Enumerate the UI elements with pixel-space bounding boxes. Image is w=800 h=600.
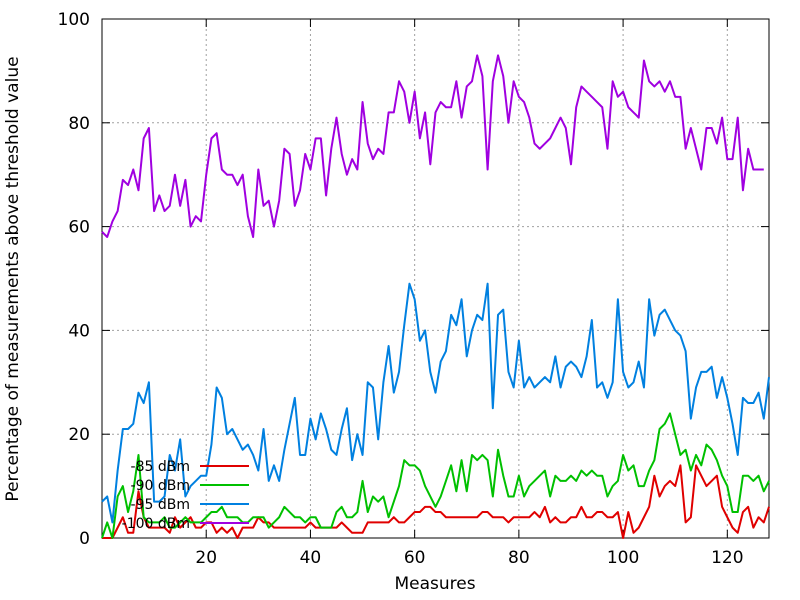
series-line bbox=[102, 464, 770, 539]
legend-label: -95 dBm bbox=[131, 497, 190, 513]
series-line bbox=[101, 412, 770, 539]
x-tick-label: 80 bbox=[508, 548, 530, 568]
series-line bbox=[101, 54, 764, 238]
x-tick-label: 20 bbox=[195, 548, 217, 568]
series-line bbox=[101, 282, 770, 524]
x-tick-label: 120 bbox=[711, 548, 743, 568]
x-tick-label: 60 bbox=[404, 548, 426, 568]
plot-frame bbox=[101, 18, 770, 539]
legend-label: -90 dBm bbox=[131, 478, 190, 494]
y-tick-label: 80 bbox=[68, 114, 90, 134]
legend-label: -85 dBm bbox=[131, 459, 190, 475]
y-axis-title: Percentage of measurements above thresho… bbox=[3, 56, 23, 501]
legend: -85 dBm -90 dBm -95 dBm -100 dBm bbox=[122, 459, 249, 532]
legend-label: -100 dBm bbox=[122, 516, 190, 532]
x-axis-title: Measures bbox=[394, 574, 475, 594]
grid-lines bbox=[102, 19, 769, 538]
axis-ticks: 0 20 40 60 80 100 20 40 60 80 100 120 bbox=[58, 10, 769, 568]
y-tick-label: 40 bbox=[68, 321, 90, 341]
y-tick-label: 100 bbox=[58, 10, 90, 30]
y-tick-label: 60 bbox=[68, 218, 90, 238]
y-tick-label: 0 bbox=[79, 529, 90, 549]
series-lines bbox=[101, 54, 770, 539]
x-tick-label: 100 bbox=[607, 548, 639, 568]
x-tick-label: 40 bbox=[300, 548, 322, 568]
y-tick-label: 20 bbox=[68, 425, 90, 445]
